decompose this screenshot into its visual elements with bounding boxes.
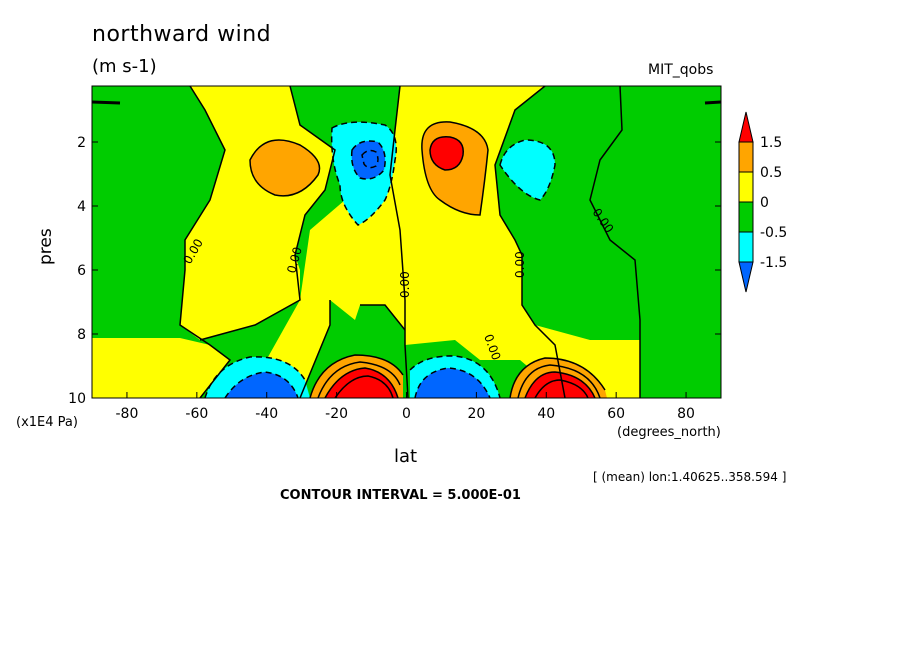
y-tick-label: 8	[77, 327, 86, 343]
colorbar-label: -0.5	[760, 225, 787, 241]
y-axis-label: pres	[36, 228, 56, 265]
contour-label: 0.00	[284, 245, 304, 274]
y-units: (x1E4 Pa)	[16, 415, 78, 430]
chart-title: northward wind	[92, 22, 272, 47]
colorbar-label: 1.5	[760, 135, 782, 151]
colorbar-label: -1.5	[760, 255, 787, 271]
dataset-label: MIT_qobs	[648, 62, 714, 78]
colorbar: 1.5 0.5 0 -0.5 -1.5	[738, 111, 787, 293]
region-label: [ (mean) lon:1.40625..358.594 ]	[593, 470, 787, 484]
x-axis: -80 -60 -40 -20 0 20 40 60 80	[116, 392, 695, 422]
colorbar-label: 0.5	[760, 165, 782, 181]
x-tick-label: -60	[185, 406, 208, 422]
fill-blue-sh	[351, 141, 386, 179]
y-tick-label: 2	[77, 135, 86, 151]
contour-label: 0.00	[398, 271, 412, 298]
fill-yellow-sh-low	[92, 338, 230, 398]
colorbar-label: 0	[760, 195, 769, 211]
x-tick-label: -80	[116, 406, 139, 422]
fill-red-nh	[430, 136, 464, 170]
fill-cyan-nh	[500, 140, 555, 200]
contour-interval: CONTOUR INTERVAL = 5.000E-01	[280, 488, 521, 503]
x-tick-label: 20	[467, 406, 485, 422]
x-tick-label: -20	[325, 406, 348, 422]
x-tick-label: 40	[537, 406, 555, 422]
x-tick-label: 0	[402, 406, 411, 422]
y-tick-label: 10	[68, 391, 86, 407]
x-tick-label: 80	[677, 406, 695, 422]
x-axis-label: lat	[394, 446, 418, 467]
contour-label: 0.00	[513, 251, 527, 278]
x-units: (degrees_north)	[617, 425, 721, 440]
x-tick-label: 60	[607, 406, 625, 422]
y-tick-label: 4	[77, 199, 86, 215]
y-axis: 2 4 6 8 10	[68, 135, 721, 407]
fill-yellow-center	[245, 86, 640, 398]
fill-orange-sh	[250, 140, 320, 196]
y-tick-label: 6	[77, 263, 86, 279]
x-tick-label: -40	[255, 406, 278, 422]
chart-units: (m s-1)	[92, 56, 157, 77]
